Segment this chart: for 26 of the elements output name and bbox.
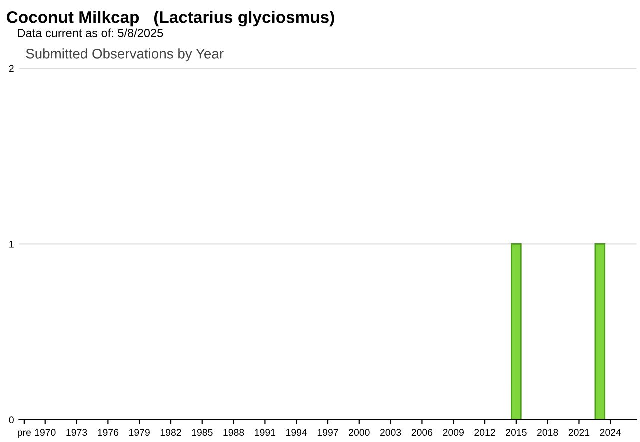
x-tick-label: 2015 <box>506 429 527 436</box>
chart-title: Coconut Milkcap (Lactarius glyciosmus) <box>7 11 334 27</box>
x-tick-label: 1991 <box>255 429 276 436</box>
x-tick-label: 2021 <box>568 429 590 436</box>
x-tick-label: 2006 <box>412 429 433 436</box>
x-tick-label: 1979 <box>130 429 150 436</box>
x-tick-label: 2000 <box>349 429 370 436</box>
x-tick-label: 1970 <box>35 429 56 436</box>
y-tick-label: 1 <box>10 241 14 248</box>
x-tick-label: 2009 <box>443 429 464 436</box>
y-tick-label: 0 <box>9 416 14 424</box>
x-tick-label: 1988 <box>224 429 244 436</box>
text: Submitted Observations by Year <box>26 48 224 62</box>
x-tick-label: 1997 <box>318 429 338 436</box>
x-tick-label: 1973 <box>66 429 88 436</box>
x-tick-label: pre <box>18 430 32 438</box>
x-tick-label: 2003 <box>380 429 402 436</box>
x-tick-label: 2024 <box>600 429 622 436</box>
x-tick-label: 1985 <box>192 429 213 436</box>
x-tick-label: 1982 <box>160 429 182 436</box>
x-tick-label: 1994 <box>286 429 308 436</box>
x-tick-label: 1976 <box>98 429 119 436</box>
chart-subtitle: Data current as of: 5/8/2025 <box>18 28 164 38</box>
x-tick-label: 2012 <box>474 429 496 436</box>
x-tick-label: 2018 <box>538 429 558 436</box>
y-tick-label: 2 <box>9 65 14 72</box>
